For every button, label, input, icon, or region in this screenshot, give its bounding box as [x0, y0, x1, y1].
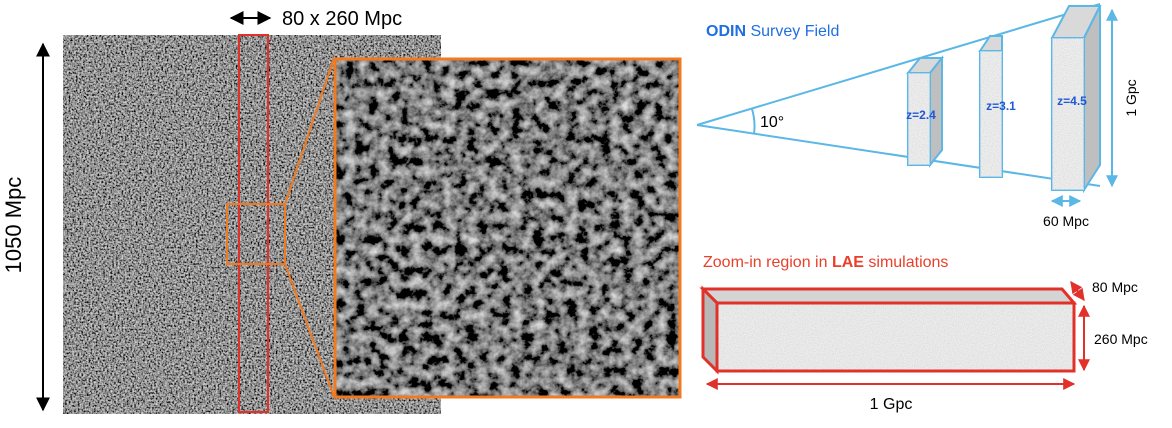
zoom-height-label: 260 Mpc: [1094, 331, 1148, 347]
svg-text:ODIN Survey Field: ODIN Survey Field: [706, 23, 839, 40]
zoom-connector-top: [284, 57, 335, 205]
odin-title-rest: Survey Field: [746, 23, 839, 40]
slice-3-label: z=4.5: [1057, 94, 1087, 108]
zoom-title-prefix: Zoom-in region in: [703, 254, 832, 271]
zoom-depth-arrow: [1070, 281, 1085, 301]
zoom-panel: [333, 57, 682, 399]
angle-arc: [751, 108, 756, 135]
slice-2-label: z=3.1: [986, 99, 1016, 113]
zoom-source-box: [226, 203, 286, 265]
zoom-connector-bottom: [284, 263, 335, 398]
odin-title: ODIN Survey Field: [706, 23, 839, 40]
angle-label: 10°: [760, 114, 784, 131]
zoom-title-suffix: simulations: [864, 254, 948, 271]
slab-width-label: 80 x 260 Mpc: [282, 8, 402, 30]
slab-highlight: [238, 34, 269, 413]
zoom-depth-label: 80 Mpc: [1092, 279, 1138, 295]
zoom-region-box: [699, 285, 1078, 375]
slice-1-label: z=2.4: [906, 108, 936, 122]
zoom-length-label: 1 Gpc: [870, 396, 913, 413]
odin-depth-label: 60 Mpc: [1043, 213, 1089, 229]
odin-cone: [696, 3, 1101, 187]
odin-title-bold: ODIN: [706, 23, 746, 40]
redshift-slice-2: z=3.1: [978, 35, 1016, 178]
zoom-title: Zoom-in region in LAE simulations: [703, 254, 948, 271]
redshift-slice-3: z=4.5: [1050, 5, 1102, 194]
redshift-slice-1: z=2.4: [905, 55, 945, 168]
box-height-label: 1050 Mpc: [1, 177, 26, 274]
odin-height-label: 1 Gpc: [1123, 79, 1139, 116]
zoom-title-bold: LAE: [832, 254, 864, 271]
